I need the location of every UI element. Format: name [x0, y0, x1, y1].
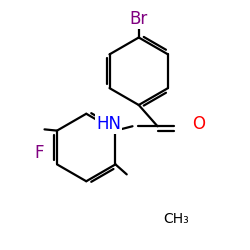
- Text: HN: HN: [96, 115, 121, 133]
- Text: Br: Br: [130, 10, 148, 28]
- Text: CH₃: CH₃: [164, 212, 190, 226]
- Text: F: F: [34, 144, 43, 162]
- Text: O: O: [192, 115, 205, 133]
